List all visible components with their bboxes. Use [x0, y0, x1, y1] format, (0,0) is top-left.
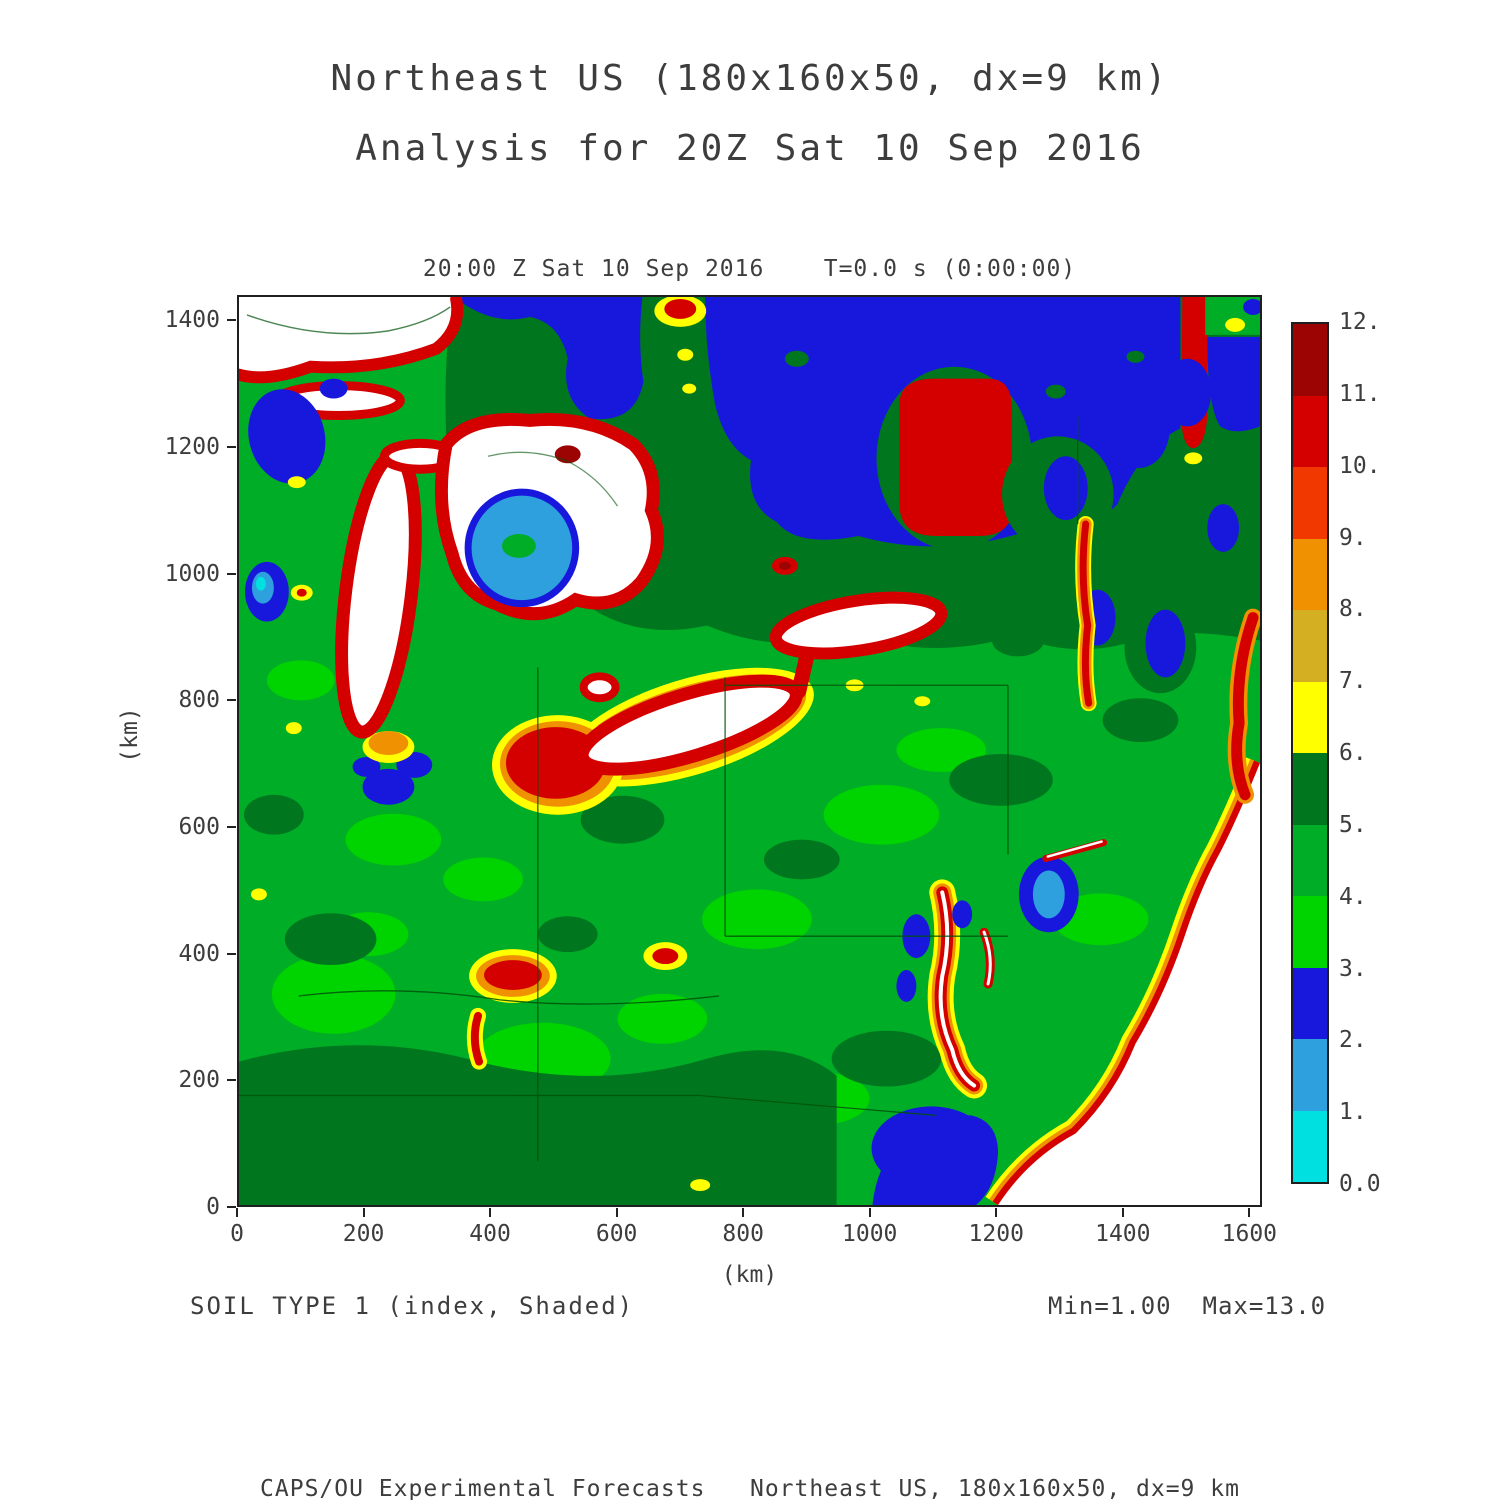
x-axis-label: (km)	[721, 1262, 778, 1288]
chesapeake-bay	[896, 879, 995, 1099]
x-tick-label: 200	[342, 1221, 385, 1247]
y-tick-mark	[227, 1079, 236, 1082]
x-tick-mark	[1248, 1208, 1251, 1217]
y-tick-mark	[227, 699, 236, 702]
colorbar-segment	[1293, 966, 1327, 1040]
colorbar-tick-label: 0.0	[1339, 1171, 1381, 1197]
x-tick-mark	[362, 1208, 365, 1217]
colorbar-tick-label: 5.	[1339, 811, 1367, 838]
state-boundaries	[239, 416, 1079, 1162]
field-label: SOIL TYPE 1 (index, Shaded)	[190, 1292, 635, 1320]
y-tick-mark	[227, 446, 236, 448]
x-tick-label: 1400	[1095, 1221, 1151, 1247]
colorbar-tick-label: 10.	[1339, 452, 1381, 479]
page-title-line2: Analysis for 20Z Sat 10 Sep 2016	[355, 128, 1145, 169]
map-plot-frame	[237, 295, 1262, 1207]
y-tick-label: 800	[178, 687, 220, 714]
long-island	[1042, 839, 1108, 863]
colorbar-segment	[1293, 537, 1327, 611]
y-tick-label: 200	[178, 1067, 220, 1094]
y-tick-mark	[227, 826, 236, 828]
colorbar-tick-label: 6.	[1339, 740, 1367, 766]
y-tick-mark	[227, 572, 236, 575]
x-tick-mark	[615, 1208, 618, 1217]
colorbar-tick-label: 7.	[1339, 668, 1367, 695]
x-tick-mark	[868, 1208, 871, 1217]
great-lakes	[335, 412, 948, 815]
colorbar	[1291, 322, 1329, 1184]
x-tick-label: 0	[230, 1221, 244, 1247]
soil-type-map	[239, 297, 1260, 1205]
page-title-line1: Northeast US (180x160x50, dx=9 km)	[330, 58, 1170, 99]
colorbar-tick-label: 4.	[1339, 883, 1367, 910]
credit-line: CAPS/OU Experimental Forecasts Northeast…	[260, 1476, 1240, 1500]
y-tick-mark	[227, 952, 236, 955]
y-tick-label: 1400	[164, 307, 220, 334]
lake-ontario	[769, 591, 948, 660]
x-tick-mark	[236, 1208, 238, 1217]
y-tick-label: 1200	[164, 434, 220, 460]
x-tick-label: 1600	[1221, 1221, 1278, 1247]
y-tick-label: 400	[178, 940, 220, 967]
colorbar-segment	[1293, 680, 1327, 753]
colorbar-tick-label: 1.	[1339, 1099, 1367, 1126]
y-tick-label: 1000	[164, 560, 220, 587]
y-tick-mark	[227, 319, 236, 322]
x-tick-mark	[489, 1208, 492, 1217]
y-axis-label: (km)	[117, 707, 143, 763]
colorbar-tick-label: 12.	[1339, 309, 1381, 335]
x-tick-mark	[1121, 1208, 1124, 1217]
colorbar-segment	[1293, 1038, 1327, 1111]
x-tick-label: 1000	[842, 1221, 898, 1247]
colorbar-segment	[1293, 895, 1327, 968]
ocean	[998, 762, 1260, 1205]
x-tick-mark	[742, 1208, 745, 1217]
y-tick-label: 0	[206, 1194, 220, 1220]
min-max-label: Min=1.00 Max=13.0	[1048, 1292, 1327, 1320]
colorbar-segment	[1293, 823, 1327, 897]
x-tick-mark	[995, 1208, 998, 1217]
y-tick-label: 600	[178, 814, 220, 840]
atlantic-coast	[871, 608, 1260, 1205]
x-tick-label: 400	[469, 1221, 511, 1247]
plot-title: 20:00 Z Sat 10 Sep 2016 T=0.0 s (0:00:00…	[422, 256, 1077, 282]
colorbar-tick-label: 8.	[1339, 596, 1367, 623]
northeast-features	[992, 310, 1240, 933]
colorbar-segment	[1293, 752, 1327, 825]
colorbar-segment	[1293, 1109, 1327, 1182]
x-tick-label: 800	[722, 1221, 764, 1247]
x-tick-label: 1200	[968, 1221, 1024, 1247]
colorbar-tick-label: 2.	[1339, 1027, 1367, 1054]
x-tick-label: 600	[595, 1221, 638, 1247]
connecticut-valley-red-stripe	[1079, 520, 1093, 707]
lake-st-clair	[579, 672, 620, 703]
y-tick-mark	[227, 1206, 236, 1208]
colorbar-tick-label: 11.	[1339, 380, 1381, 407]
colorbar-segment	[1293, 609, 1327, 682]
colorbar-tick-label: 9.	[1339, 524, 1367, 551]
colorbar-segment	[1293, 466, 1327, 539]
colorbar-segment	[1293, 324, 1327, 396]
colorbar-segment	[1293, 394, 1327, 467]
small-spots	[466, 679, 931, 1192]
colorbar-tick-label: 3.	[1339, 955, 1367, 982]
